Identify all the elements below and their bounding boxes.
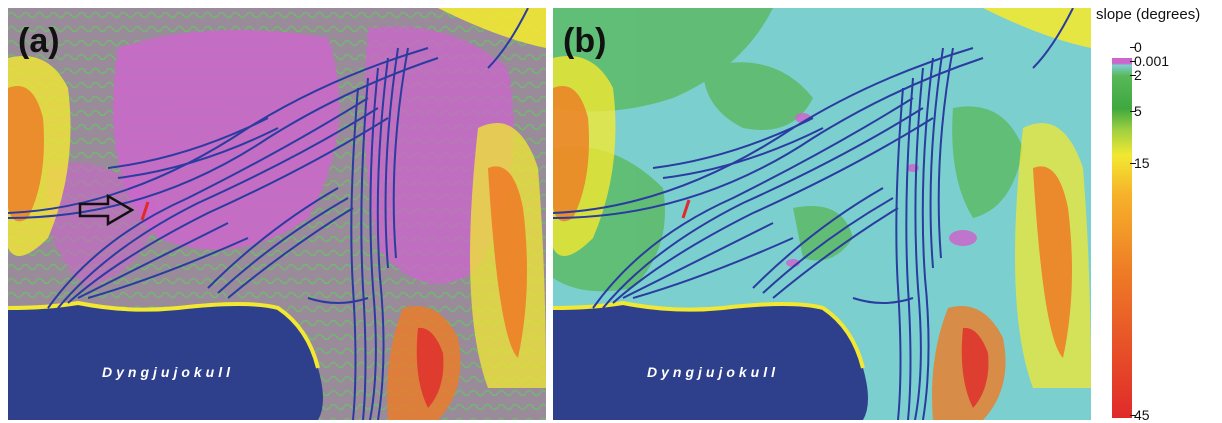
panel-label-b: (b) (563, 22, 607, 60)
legend-tick: 0.001 (1129, 53, 1170, 69)
slope-legend: slope (degrees) 0 0.001 2 5 15 45 (1096, 6, 1222, 423)
legend-title: slope (degrees) (1096, 6, 1201, 23)
legend-tick: 45 (1130, 407, 1150, 423)
slope-map-a (8, 8, 546, 420)
panel-label-a: (a) (18, 22, 60, 60)
legend-tick: 5 (1130, 103, 1142, 119)
hollow-right-arrow-icon (78, 193, 135, 227)
legend-tick: 0 (1130, 39, 1142, 55)
map-panel-b: (b) Dyngjujokull (553, 8, 1091, 420)
legend-tick: 2 (1130, 67, 1142, 83)
legend-colorbar (1112, 58, 1132, 418)
glacier-label-b: Dyngjujokull (647, 364, 779, 380)
slope-map-b (553, 8, 1091, 420)
map-panel-a: (a) Dyngjujokull (8, 8, 546, 420)
red-line-marker (140, 201, 150, 221)
red-line-marker (681, 199, 691, 219)
legend-tick: 15 (1130, 155, 1150, 171)
glacier-label-a: Dyngjujokull (102, 364, 234, 380)
